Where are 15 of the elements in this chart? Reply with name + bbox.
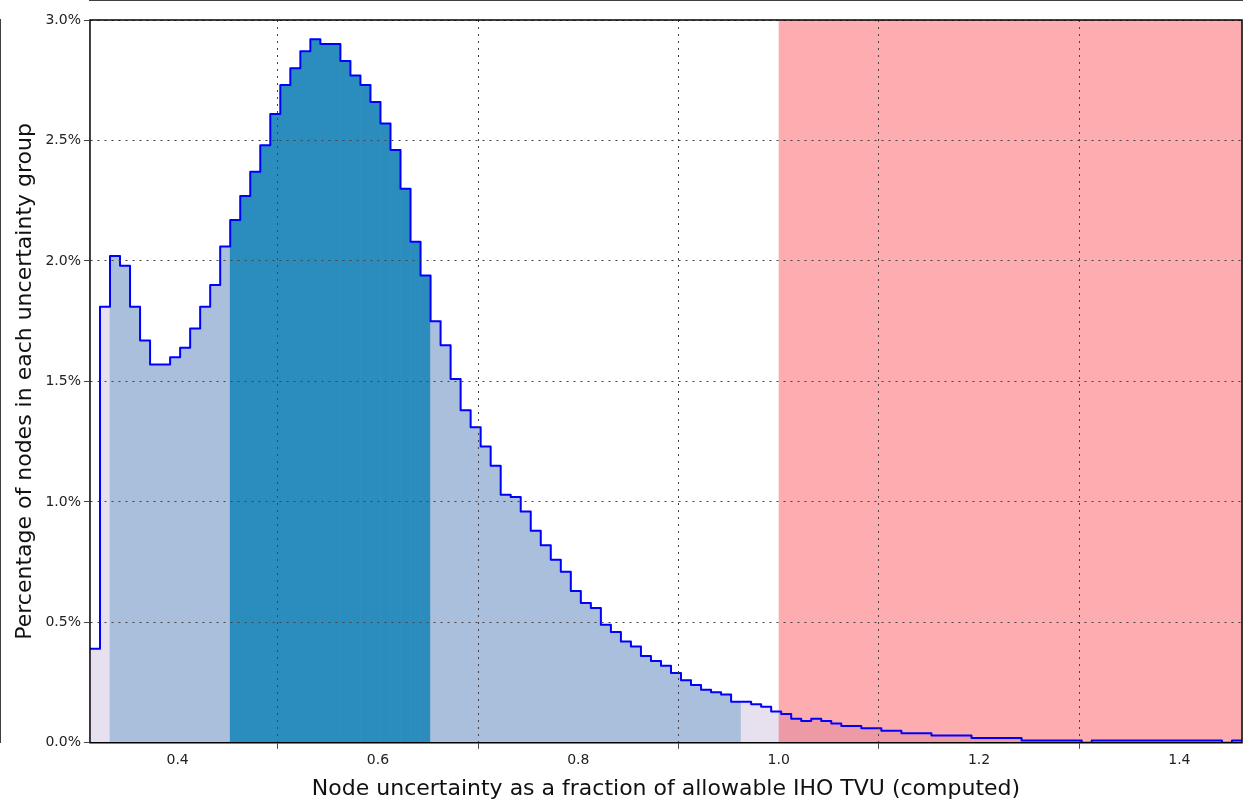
x-axis-title: Node uncertainty as a fraction of allowable IHO TVU (computed) [311,774,1021,800]
y-tick-label: 2.0% [45,251,81,268]
x-tick-label: 1.2 [967,750,991,767]
x-tick-label: 1.4 [1168,750,1191,767]
x-tick-label: 1.0 [767,750,790,767]
y-tick-label: 0.5% [45,612,81,629]
y-tick-label: 0.0% [45,733,81,750]
y-axis-title: Percentage of nodes in each uncertainty group [10,123,36,640]
x-tick-label: 0.8 [567,750,590,767]
y-tick-label: 3.0% [45,10,81,27]
x-tick-label: 0.4 [166,750,189,767]
y-tick-label: 1.5% [45,372,81,389]
y-tick-label: 1.0% [45,492,81,509]
y-tick-label: 2.5% [45,131,81,148]
x-tick-label: 0.6 [366,750,390,767]
